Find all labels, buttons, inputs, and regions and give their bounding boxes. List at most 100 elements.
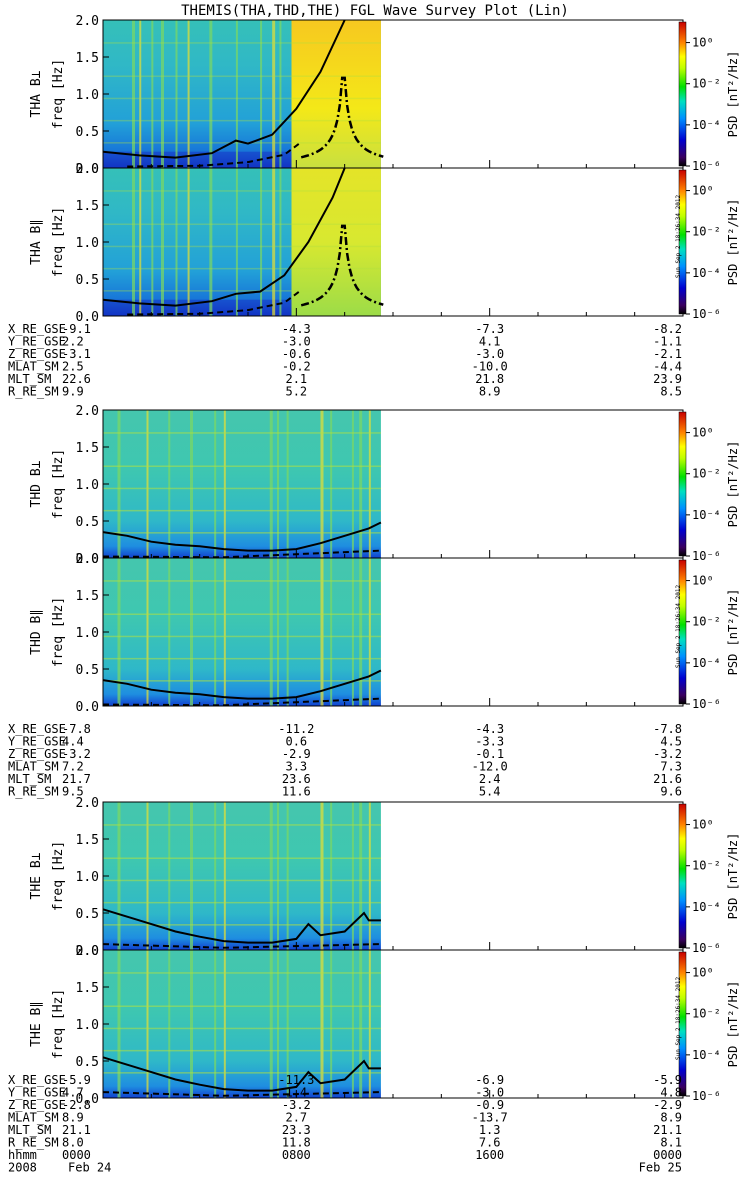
plot-timestamp: Sun Sep 2 18:26:34 2012: [675, 195, 682, 278]
time-axis-label-hhmm: hhmm: [8, 1148, 37, 1162]
y-tick-label: 2.0: [76, 404, 99, 419]
panel-ylabel: THA B⊥: [29, 70, 44, 117]
ephemeris-value: -10.0: [472, 360, 508, 374]
ephemeris-value: 8.0: [62, 1136, 84, 1150]
spectrogram-panel-the-bperp: 0.0 0.5 1.0 1.5 2.0 THE B⊥ freq [Hz] 10⁰ 10⁻² 10⁻…: [29, 796, 740, 959]
spectrogram-tone: [103, 465, 381, 467]
gyrofrequency-line: [102, 19, 346, 159]
ephemeris-value: 2.4: [479, 772, 501, 786]
ephemeris-row-label: MLAT_SM: [8, 1111, 59, 1125]
gyrofrequency-dashed-line: [102, 1091, 381, 1097]
colorbar-label: PSD [nT²/Hz]: [726, 199, 740, 286]
ephemeris-value: 8.9: [62, 1111, 84, 1125]
spectrogram-streak: [330, 950, 333, 1098]
colorbar: [678, 559, 687, 705]
ephemeris-row-label: R_RE_SM: [8, 785, 59, 799]
spectrogram-streak: [320, 950, 324, 1098]
spectrogram-tone: [103, 432, 381, 434]
spectrogram-streak: [286, 558, 289, 706]
colorbar-tick-label: 10⁰: [692, 426, 714, 440]
colorbar-tick-label: 10⁻²: [692, 467, 721, 481]
colorbar-tick-label: 10⁰: [692, 574, 714, 588]
ephemeris-value: -4.3: [475, 722, 504, 736]
ephemeris-row-label: X_RE_GSE: [8, 722, 66, 736]
y-tick-label: 1.0: [76, 88, 99, 103]
colorbar: [678, 169, 687, 315]
spectrogram-streak: [260, 168, 263, 316]
freq-unit-label: freq [Hz]: [51, 59, 66, 129]
colorbar-tick-label: 10⁻⁴: [692, 508, 721, 522]
ephemeris-row-label: X_RE_GSE: [8, 322, 66, 336]
spectrogram-tone: [103, 509, 381, 512]
colorbar-tick-label: 10⁻⁶: [692, 159, 721, 173]
colorbar-tick-label: 10⁻²: [692, 77, 721, 91]
colorbar-tick-label: 10⁻⁶: [692, 941, 721, 955]
gyrofrequency-dashed-line: [102, 943, 381, 949]
y-tick-label: 1.0: [76, 1018, 99, 1033]
ephemeris-value: 2.7: [285, 1111, 307, 1125]
spectrogram-streak: [269, 950, 273, 1098]
time-tick-label: 0000: [62, 1148, 91, 1162]
gyrofrequency-line: [102, 669, 382, 700]
spectrogram-streak: [117, 558, 121, 706]
colorbar-tick-label: 10⁻⁶: [692, 697, 721, 711]
y-tick-label: 0.0: [76, 1092, 99, 1107]
spectrogram-tone: [103, 245, 381, 248]
ephemeris-value: 2.2: [62, 335, 84, 349]
spectrogram-streak: [151, 20, 154, 168]
spectrogram-streak: [187, 168, 190, 316]
colorbar: [678, 803, 687, 949]
ephemeris-value: 9.9: [62, 385, 84, 399]
y-tick-label: 0.0: [76, 700, 99, 715]
colorbar-tick-label: 10⁰: [692, 184, 714, 198]
panel-ylabel: THA B∥: [29, 219, 44, 265]
spectrogram-tone: [103, 857, 381, 859]
ephemeris-value: -1.1: [653, 335, 682, 349]
ephemeris-value: -3.0: [475, 347, 504, 361]
spectrogram-streak: [272, 20, 276, 168]
colorbar-label: PSD [nT²/Hz]: [726, 441, 740, 528]
spectrogram-streak: [359, 950, 363, 1098]
spectrogram-streak: [277, 802, 279, 950]
y-tick-label: 0.0: [76, 162, 99, 177]
ephemeris-value: 8.1: [660, 1136, 682, 1150]
spectrogram-streak: [286, 950, 289, 1098]
ephemeris-value: 21.6: [653, 772, 682, 786]
spectrogram-tone: [103, 657, 381, 660]
spectrogram-streak: [117, 410, 121, 558]
spectrogram-tone: [103, 75, 381, 77]
spectrogram-streak: [359, 802, 363, 950]
ephemeris-value: 1.4: [285, 1086, 307, 1100]
spectrogram-streak: [359, 558, 363, 706]
ephemeris-value: 7.6: [479, 1136, 501, 1150]
gyrofrequency-line: [102, 1056, 381, 1092]
colorbar-tick-label: 10⁻⁴: [692, 900, 721, 914]
spectrogram-tone: [103, 97, 381, 100]
spectrogram-streak: [209, 168, 213, 316]
spectrogram-streak: [235, 168, 238, 316]
spectrogram-streak: [368, 950, 371, 1098]
colorbar-tick-label: 10⁻⁴: [692, 1048, 721, 1062]
spectrogram-streak: [175, 168, 178, 316]
ephemeris-value: -3.2: [282, 1098, 311, 1112]
ephemeris-value: 4.5: [660, 735, 682, 749]
spectrogram-enhanced-band: [291, 168, 381, 316]
ephemeris-value: -7.8: [62, 722, 91, 736]
spectrogram-streak: [190, 558, 193, 706]
spectrogram-streak: [223, 410, 226, 558]
ephemeris-value: 1.3: [479, 1123, 501, 1137]
ephemeris-value: -3.2: [62, 747, 91, 761]
spectrogram-streak: [146, 410, 149, 558]
panel-ylabel: THD B∥: [29, 609, 44, 655]
ephemeris-value: 2.1: [285, 372, 307, 386]
spectrogram-panel-tha-bperp: 0.0 0.5 1.0 1.5 2.0 THA B⊥ freq [Hz] 10⁰ 10⁻² 10⁻…: [29, 14, 740, 177]
y-tick-label: 2.0: [76, 162, 99, 177]
ephemeris-value: -11.2: [278, 722, 314, 736]
colorbar-tick-label: 10⁰: [692, 818, 714, 832]
ephemeris-value: -2.9: [282, 747, 311, 761]
spectrogram-tone: [103, 532, 381, 534]
ephemeris-value: -7.8: [653, 722, 682, 736]
plot-timestamp: Sun Sep 2 18:26:34 2012: [675, 585, 682, 668]
